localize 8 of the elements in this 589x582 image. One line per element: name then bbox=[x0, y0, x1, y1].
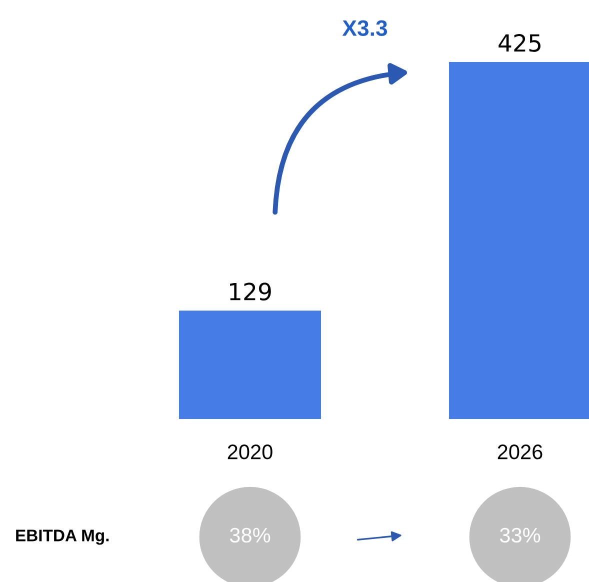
text: EBITDA Mg. bbox=[16, 530, 109, 545]
data-label: 425 bbox=[498, 34, 540, 52]
x-tick-label: 2026 bbox=[498, 444, 542, 460]
text: 38% bbox=[230, 528, 270, 543]
text: 33% bbox=[500, 528, 540, 543]
text: X3.3 bbox=[342, 20, 388, 36]
data-label: 129 bbox=[230, 282, 271, 301]
x-tick-label: 2020 bbox=[228, 444, 272, 460]
